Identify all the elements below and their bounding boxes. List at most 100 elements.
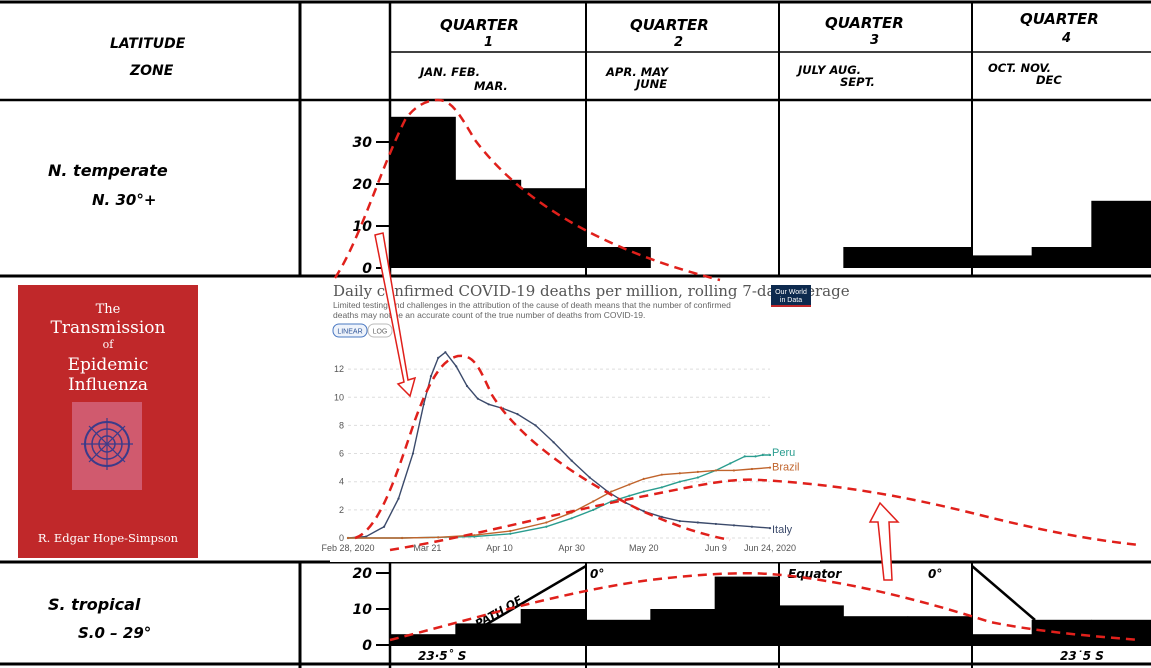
quarter-3-months: JULY AUG. — [796, 63, 861, 77]
south-zone-range: S.0 – 29° — [78, 624, 151, 642]
owid-y-tick-label: 6 — [339, 449, 344, 459]
owid-point-italy — [476, 397, 479, 400]
south-y-tick-label: 10 — [353, 602, 373, 618]
quarter-2-num: 2 — [674, 35, 683, 50]
north-bars — [390, 116, 1151, 268]
owid-point-brazil — [346, 536, 350, 540]
book-the: The — [96, 302, 121, 317]
owid-point-italy — [696, 521, 699, 524]
sun-path-line — [469, 564, 587, 636]
owid-point-brazil — [768, 466, 772, 469]
owid-point-brazil — [473, 534, 476, 537]
owid-point-peru — [592, 508, 595, 511]
owid-point-brazil — [545, 521, 548, 524]
down-arrow-icon — [374, 232, 417, 398]
north-bar — [972, 255, 1033, 268]
south-bar — [390, 634, 456, 645]
owid-title: Daily confirmed COVID-19 deaths per mill… — [333, 282, 850, 300]
north-bar — [1031, 247, 1092, 268]
owid-point-italy — [732, 524, 736, 527]
owid-point-peru — [545, 525, 548, 528]
owid-point-brazil — [592, 500, 595, 503]
up-arrow-icon — [868, 501, 900, 581]
owid-grid: 0 2 4 6 8 10 12 Feb 28, 2020 Mar 21 Apr 10 Apr 30 M… — [321, 364, 796, 553]
owid-point-brazil — [750, 467, 754, 471]
owid-point-italy — [642, 510, 645, 513]
owid-point-italy — [588, 476, 591, 479]
quarter-2-title: QUARTER — [630, 16, 709, 34]
owid-y-tick-label: 10 — [334, 392, 344, 402]
north-zone-label: N. temperate — [48, 161, 168, 180]
owid-chart: Daily confirmed COVID-19 deaths per mill… — [321, 280, 850, 562]
south-y-axis: 0 10 20 — [353, 566, 390, 654]
quarter-1-months-2: MAR. — [474, 79, 508, 93]
owid-point-italy — [364, 535, 368, 538]
owid-series-label-brazil: Brazil — [772, 462, 800, 474]
owid-point-italy — [411, 452, 415, 455]
south-bar — [1091, 619, 1151, 645]
lat-right-label: 23˙5 S — [1060, 649, 1104, 663]
owid-point-italy — [422, 403, 425, 406]
virus-illustration — [72, 402, 142, 490]
owid-point-italy — [660, 515, 663, 518]
book-of: of — [103, 338, 115, 351]
north-bar — [586, 247, 651, 268]
owid-point-italy — [437, 356, 440, 359]
owid-point-italy — [552, 441, 555, 444]
owid-y-tick-label: 4 — [339, 477, 344, 487]
owid-point-brazil — [642, 477, 645, 480]
owid-subtitle-2: deaths may not be an accurate count of t… — [333, 310, 645, 320]
owid-point-italy — [465, 384, 469, 388]
owid-y-tick-label: 0 — [339, 533, 344, 543]
owid-point-peru — [509, 532, 512, 535]
linear-button[interactable]: LINEAR — [332, 323, 368, 338]
log-button[interactable]: LOG — [367, 323, 393, 338]
owid-point-peru — [642, 490, 645, 493]
quarter-4-months-2: DEC — [1036, 73, 1062, 87]
equator-deg-label: 0° — [928, 567, 942, 581]
owid-x-tick-label: Jun 24, 2020 — [744, 543, 796, 553]
north-zone-range: N. 30°+ — [92, 191, 156, 209]
owid-point-peru — [678, 480, 681, 483]
owid-series-peru — [348, 454, 770, 539]
owid-y-tick-label: 12 — [334, 364, 344, 374]
owid-point-brazil — [628, 483, 631, 486]
quarter-4-title: QUARTER — [1020, 10, 1099, 28]
owid-point-peru — [729, 462, 732, 465]
south-bar — [520, 609, 587, 645]
owid-point-italy — [397, 497, 400, 500]
south-bar — [779, 605, 844, 645]
south-bars — [390, 576, 1151, 646]
quarter-1-num: 1 — [484, 35, 493, 50]
owid-point-brazil — [509, 529, 512, 533]
owid-point-brazil — [678, 472, 681, 475]
red-overlays — [333, 98, 1141, 642]
north-bar — [907, 247, 973, 268]
owid-x-tick-label: Feb 28, 2020 — [321, 543, 374, 553]
book-author: R. Edgar Hope-Simpson — [38, 531, 179, 545]
south-bar — [455, 623, 522, 645]
south-y-tick-label: 0 — [362, 638, 372, 654]
owid-logo-line-1: Our World — [775, 289, 807, 296]
north-y-tick-label: 0 — [362, 261, 372, 277]
owid-x-tick-label: Apr 30 — [558, 543, 585, 553]
owid-x-tick-label: May 20 — [629, 543, 659, 553]
north-table: LATITUDE ZONE QUARTER 1 JAN. FEB. MAR. Q… — [0, 0, 1151, 280]
owid-logo — [771, 285, 811, 307]
quarter-4-months: OCT. NOV. — [988, 61, 1051, 75]
south-y-tick-label: 20 — [353, 566, 373, 582]
south-bar — [650, 609, 716, 645]
south-bar — [907, 616, 973, 645]
north-y-tick-label: 30 — [353, 135, 373, 151]
arrows — [374, 232, 900, 581]
sun-path-line-2 — [971, 565, 1036, 621]
owid-point-italy — [444, 351, 447, 354]
south-bar-curve — [389, 572, 1141, 642]
south-bar — [972, 634, 1033, 645]
owid-x-tick-label: Mar 21 — [413, 543, 441, 553]
owid-point-brazil — [437, 536, 440, 539]
owid-point-italy — [768, 527, 772, 530]
owid-point-brazil — [401, 536, 404, 540]
